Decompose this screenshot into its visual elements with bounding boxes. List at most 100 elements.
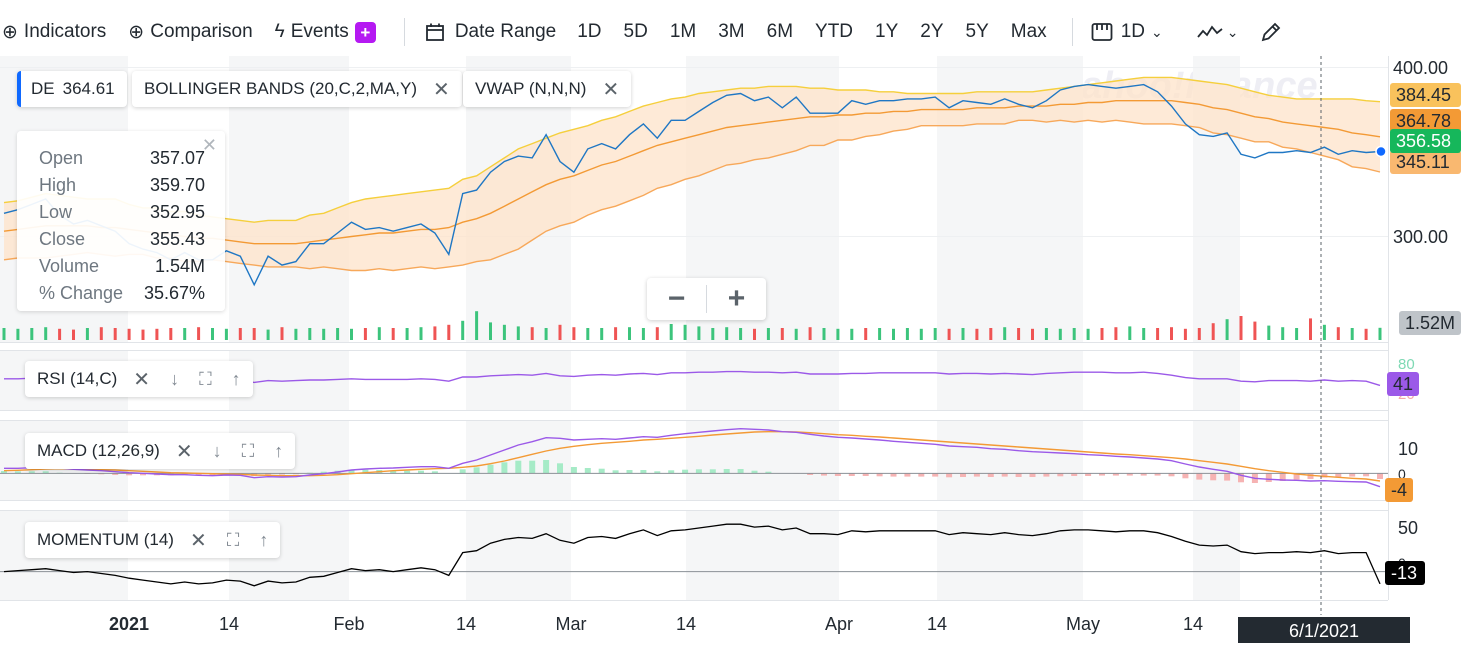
volume-bar bbox=[711, 328, 714, 340]
move-down-icon[interactable]: ↓ bbox=[213, 441, 222, 462]
volume-bar bbox=[447, 325, 450, 340]
close-icon[interactable]: ✕ bbox=[602, 77, 619, 102]
volume-bar bbox=[1309, 318, 1312, 340]
macd-histogram-bar bbox=[557, 463, 563, 473]
month-shade bbox=[1193, 510, 1240, 600]
momentum-pill[interactable]: MOMENTUM (14) ✕ ⛶ ↑ bbox=[25, 522, 280, 558]
expand-icon[interactable]: ⛶ bbox=[227, 530, 240, 551]
volume-bar bbox=[100, 327, 103, 340]
macd-value-tag: -4 bbox=[1385, 478, 1413, 502]
ohlc-high-value: 359.70 bbox=[150, 172, 205, 199]
rsi-label: RSI (14,C) bbox=[37, 369, 117, 389]
volume-bar bbox=[197, 327, 200, 340]
macd-histogram-bar bbox=[640, 470, 646, 473]
macd-histogram-bar bbox=[738, 469, 744, 473]
close-icon[interactable]: ✕ bbox=[202, 135, 217, 156]
macd-histogram-bar bbox=[1210, 473, 1216, 480]
x-axis-label: Apr bbox=[825, 614, 853, 635]
volume-bar bbox=[1073, 328, 1076, 340]
move-up-icon[interactable]: ↑ bbox=[232, 369, 241, 390]
volume-bar bbox=[656, 327, 659, 340]
month-shade bbox=[937, 510, 1083, 600]
zoom-control: − + bbox=[647, 278, 766, 320]
x-axis-label: May bbox=[1066, 614, 1100, 635]
macd-pill[interactable]: MACD (12,26,9) ✕ ↓ ⛶ ↑ bbox=[25, 433, 295, 469]
volume-bar bbox=[1184, 329, 1187, 340]
volume-bar bbox=[906, 328, 909, 340]
macd-histogram-bar bbox=[474, 467, 480, 473]
last-price-dot bbox=[1376, 146, 1386, 156]
volume-bar bbox=[461, 321, 464, 340]
volume-bar bbox=[350, 329, 353, 340]
expand-icon[interactable]: ⛶ bbox=[199, 369, 212, 390]
volume-bar bbox=[1156, 328, 1159, 340]
upper-band-tag: 384.45 bbox=[1390, 83, 1461, 107]
volume-bar bbox=[1142, 328, 1145, 340]
volume-bar bbox=[155, 329, 158, 340]
macd-label: MACD (12,26,9) bbox=[37, 441, 160, 461]
volume-bar bbox=[864, 328, 867, 340]
volume-bar bbox=[962, 328, 965, 340]
bollinger-pill[interactable]: BOLLINGER BANDS (20,C,2,MA,Y) ✕ bbox=[132, 71, 462, 107]
volume-bar bbox=[809, 327, 812, 340]
ohlc-volume-value: 1.54M bbox=[155, 253, 205, 280]
volume-bar bbox=[739, 328, 742, 340]
close-icon[interactable]: ✕ bbox=[433, 77, 450, 102]
move-up-icon[interactable]: ↑ bbox=[259, 530, 268, 551]
last-price-tag: 356.58 bbox=[1390, 129, 1461, 153]
close-icon[interactable]: ✕ bbox=[190, 528, 207, 553]
expand-icon[interactable]: ⛶ bbox=[242, 441, 255, 462]
macd-histogram-bar bbox=[1182, 473, 1188, 478]
volume-bar bbox=[183, 328, 186, 340]
volume-bar bbox=[1379, 328, 1382, 340]
x-axis-label: 14 bbox=[1183, 614, 1203, 635]
volume-bar bbox=[725, 327, 728, 340]
volume-bar bbox=[1198, 328, 1201, 340]
volume-bar bbox=[600, 328, 603, 340]
volume-bar bbox=[823, 328, 826, 340]
volume-bar bbox=[1003, 327, 1006, 340]
volume-bar bbox=[1323, 325, 1326, 340]
ohlc-open-label: Open bbox=[39, 145, 83, 172]
volume-bar bbox=[239, 328, 242, 340]
move-down-icon[interactable]: ↓ bbox=[170, 369, 179, 390]
price-tick-label: 400.00 bbox=[1393, 58, 1448, 79]
volume-bar bbox=[850, 329, 853, 340]
volume-bar bbox=[531, 327, 534, 340]
x-axis-label: 14 bbox=[676, 614, 696, 635]
ticker-symbol: DE bbox=[31, 79, 55, 99]
volume-bar bbox=[642, 328, 645, 340]
ticker-price: 364.61 bbox=[63, 79, 115, 99]
volume-bar bbox=[86, 328, 89, 340]
volume-bar bbox=[1351, 328, 1354, 340]
volume-bar bbox=[322, 329, 325, 340]
close-icon[interactable]: ✕ bbox=[176, 439, 193, 464]
macd-histogram-bar bbox=[585, 468, 591, 473]
volume-bar bbox=[1226, 319, 1229, 340]
momentum-value-tag: -13 bbox=[1385, 561, 1425, 585]
volume-bar bbox=[114, 328, 117, 340]
volume-bar bbox=[1045, 328, 1048, 340]
momentum-tick-label: 50 bbox=[1398, 518, 1418, 539]
close-icon[interactable]: ✕ bbox=[133, 367, 150, 392]
move-up-icon[interactable]: ↑ bbox=[274, 441, 283, 462]
month-shade bbox=[937, 420, 1083, 500]
macd-histogram-bar bbox=[529, 461, 535, 474]
macd-histogram-bar bbox=[1030, 473, 1036, 477]
rsi-pill[interactable]: RSI (14,C) ✕ ↓ ⛶ ↑ bbox=[25, 361, 253, 397]
volume-bar bbox=[892, 329, 895, 340]
momentum-label: MOMENTUM (14) bbox=[37, 530, 174, 550]
month-shade bbox=[686, 350, 839, 410]
zoom-out-button[interactable]: − bbox=[647, 282, 706, 316]
x-axis-label: Feb bbox=[333, 614, 364, 635]
macd-tick-label: 10 bbox=[1398, 439, 1418, 460]
month-shade bbox=[686, 510, 839, 600]
zoom-in-button[interactable]: + bbox=[707, 282, 766, 316]
ticker-pill[interactable]: DE 364.61 bbox=[17, 71, 127, 107]
vwap-pill[interactable]: VWAP (N,N,N) ✕ bbox=[463, 71, 631, 107]
macd-histogram-bar bbox=[988, 473, 994, 477]
crosshair-date-label: 6/1/2021 bbox=[1238, 617, 1410, 643]
bollinger-label: BOLLINGER BANDS (20,C,2,MA,Y) bbox=[144, 79, 417, 99]
